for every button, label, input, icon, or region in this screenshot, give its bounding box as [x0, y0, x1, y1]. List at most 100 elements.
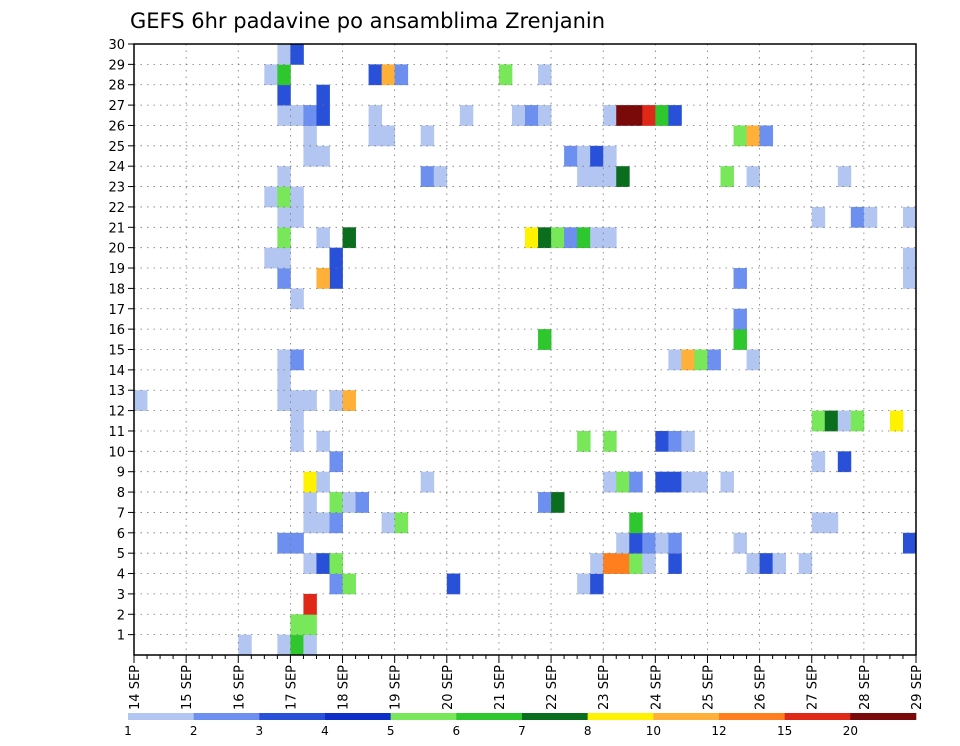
heatmap-cell [525, 227, 539, 249]
legend-label: 1 [124, 724, 132, 738]
heatmap-cell [629, 512, 643, 534]
heatmap-cell [277, 532, 291, 554]
heatmap-cell [303, 512, 317, 534]
heatmap-cell [863, 206, 878, 228]
heatmap-cell [420, 125, 435, 147]
legend-swatch [128, 713, 194, 720]
y-axis: 1234567891011121314151617181920212223242… [108, 38, 134, 644]
color-legend: 1 2 3 4 5 6 7 8 10 12 15 20 [124, 713, 917, 738]
heatmap-cell [577, 430, 591, 452]
heatmap-cell [629, 105, 643, 126]
y-tick-label: 4 [117, 568, 125, 583]
heatmap-cell [577, 166, 591, 187]
heatmap-cell [290, 410, 304, 432]
x-tick-label: 18 SEP [337, 665, 352, 710]
legend-swatch [390, 713, 457, 720]
y-tick-label: 3 [117, 588, 125, 603]
heatmap-cell [329, 553, 343, 574]
legend-label: 15 [777, 724, 792, 738]
heatmap-cell [303, 593, 317, 615]
legend-swatch [784, 713, 851, 720]
heatmap-cell [277, 369, 291, 391]
heatmap-cell [329, 247, 343, 269]
y-tick-label: 6 [117, 527, 125, 542]
heatmap-cell [538, 227, 552, 249]
heatmap-cell [303, 105, 317, 126]
legend-label: 2 [190, 724, 198, 738]
heatmap-cell [590, 227, 604, 249]
legend-swatch [325, 713, 391, 720]
y-tick-label: 1 [117, 629, 125, 644]
heatmap-cell [277, 166, 291, 187]
heatmap-cell [381, 125, 396, 147]
heatmap-cell [720, 471, 734, 493]
heatmap-cell [342, 390, 356, 411]
heatmap-cell [290, 206, 304, 228]
heatmap-cell [538, 329, 552, 350]
heatmap-cell [655, 471, 669, 493]
heatmap-cell [316, 145, 330, 167]
y-tick-label: 15 [108, 344, 125, 359]
heatmap-cell [681, 349, 695, 371]
heatmap-cell [355, 492, 369, 513]
heatmap-cell [746, 553, 760, 574]
y-tick-label: 5 [117, 547, 125, 562]
legend-label: 20 [843, 724, 858, 738]
heatmap-cell [668, 553, 682, 574]
heatmap-cell [590, 166, 604, 187]
heatmap-cell [616, 553, 630, 574]
heatmap-cell [616, 532, 630, 554]
heatmap-cell [290, 105, 304, 126]
x-tick-label: 21 SEP [493, 665, 508, 710]
heatmap-cell [629, 532, 643, 554]
heatmap-cell [668, 471, 682, 493]
heatmap-cell [303, 390, 317, 411]
heatmap-cell [733, 532, 747, 554]
y-tick-label: 8 [117, 486, 125, 501]
heatmap-cell [277, 634, 291, 656]
legend-label: 8 [584, 724, 592, 738]
heatmap-cell [277, 84, 291, 106]
y-tick-label: 9 [117, 466, 125, 481]
legend-swatch [193, 713, 260, 720]
y-tick-label: 7 [117, 506, 125, 521]
heatmap-cell [668, 105, 682, 126]
heatmap-cell [303, 614, 317, 636]
heatmap-cell [342, 492, 356, 513]
x-tick-label: 28 SEP [858, 665, 873, 710]
chart-title: GEFS 6hr padavine po ansamblima Zrenjani… [130, 9, 605, 33]
heatmap-cell [316, 471, 330, 493]
heatmap-cell [277, 390, 291, 411]
heatmap-cell [811, 512, 826, 534]
heatmap-cell [837, 166, 852, 187]
heatmap-cell [277, 268, 291, 289]
heatmap-cell [303, 492, 317, 513]
heatmap-cell [564, 227, 578, 249]
y-tick-label: 14 [108, 364, 125, 379]
heatmap-cell [642, 532, 656, 554]
heatmap-cell [525, 105, 539, 126]
heatmap-cell [551, 227, 565, 249]
x-tick-label: 14 SEP [128, 665, 143, 710]
heatmap-cell [655, 532, 669, 554]
heatmap-cell [850, 410, 865, 432]
heatmap-cell [342, 227, 356, 249]
legend-swatch [587, 713, 654, 720]
heatmap-cell [681, 430, 695, 452]
heatmap-cell [590, 145, 604, 167]
heatmap-cell [316, 553, 330, 574]
heatmap-cell [733, 329, 747, 350]
heatmap-cell [655, 430, 669, 452]
heatmap-cell [303, 471, 317, 493]
heatmap-cell [603, 166, 617, 187]
heatmap-cell [616, 166, 630, 187]
heatmap-cell [290, 44, 304, 65]
heatmap-cell [264, 64, 278, 86]
heatmap-cell [316, 84, 330, 106]
heatmap-cell [264, 247, 278, 269]
heatmap-cell [759, 125, 774, 147]
heatmap-cell [368, 64, 383, 86]
heatmap-cell [368, 125, 383, 147]
heatmap-cell [668, 532, 682, 554]
